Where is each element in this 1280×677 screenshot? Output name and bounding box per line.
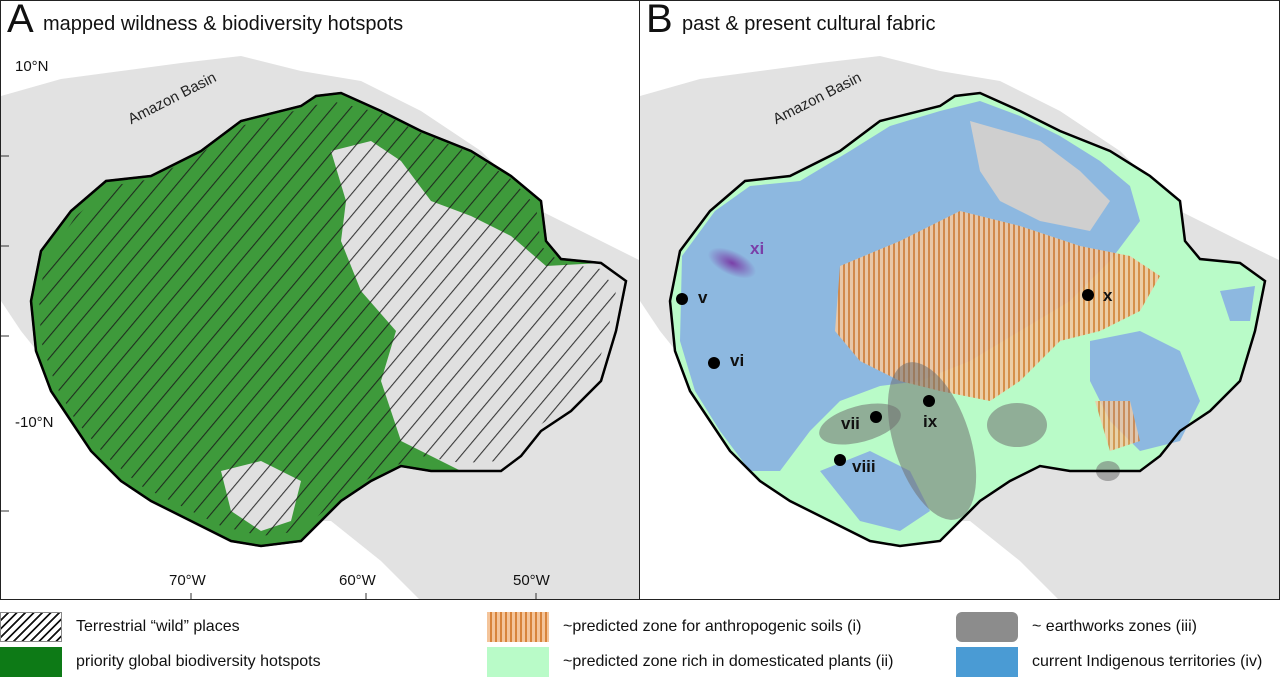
panel-b-map: B past & present cultural fabric Amazon … [639, 0, 1280, 600]
panel-b-title: past & present cultural fabric [682, 13, 936, 35]
earthworks-zone-ix [887, 362, 977, 520]
site-viii-marker [834, 454, 846, 466]
legend-indigenous-label: current Indigenous territories (iv) [1032, 653, 1263, 670]
graticule-ticks [1, 155, 537, 599]
legend-earthworks: ~ earthworks zones (iii) [956, 612, 1197, 642]
hotspot-swatch [0, 647, 62, 677]
panel-b-svg [640, 56, 1279, 599]
indigenous-swatch [956, 647, 1018, 677]
legend-hotspots-label: priority global biodiversity hotspots [76, 653, 321, 670]
legend-domesticated-label: ~predicted zone rich in domesticated pla… [563, 653, 894, 670]
site-vii-label: vii [841, 414, 860, 433]
basin-outline [29, 91, 628, 548]
site-vi-label: vi [730, 351, 745, 370]
indigenous-far-east [1220, 286, 1255, 321]
lon-label-50w: 50°W [513, 572, 550, 589]
legend-hotspots: priority global biodiversity hotspots [0, 647, 321, 677]
legend-earthworks-label: ~ earthworks zones (iii) [1032, 618, 1197, 635]
panel-a-title: mapped wildness & biodiversity hotspots [43, 13, 404, 35]
panel-a-letter: A [7, 0, 34, 41]
legend-wild-label: Terrestrial “wild” places [76, 618, 240, 635]
legend-indigenous: current Indigenous territories (iv) [956, 647, 1262, 677]
anthropogenic-soils-edge [1095, 401, 1140, 451]
site-vii-marker [870, 411, 882, 423]
legend-soils: ~predicted zone for anthropogenic soils … [487, 612, 861, 642]
earthworks-zone-east [987, 403, 1047, 447]
site-viii-label: viii [852, 457, 876, 476]
site-xi-glow [707, 247, 757, 279]
legend-soils-label: ~predicted zone for anthropogenic soils … [563, 618, 862, 635]
site-x-marker [1082, 289, 1094, 301]
wild-hatch-swatch [0, 612, 62, 642]
site-v-marker [676, 293, 688, 305]
domesticated-swatch [487, 647, 549, 677]
site-ix-label: ix [923, 412, 938, 431]
site-v-label: v [698, 288, 708, 307]
site-ix-marker [923, 395, 935, 407]
panel-a-map: A mapped wildness & biodiversity hotspot… [0, 0, 640, 600]
panel-b-letter: B [646, 0, 673, 41]
lon-label-60w: 60°W [339, 572, 376, 589]
basin-outline-b [668, 91, 1267, 548]
unprotected-interior [970, 121, 1110, 231]
site-vi-marker [708, 357, 720, 369]
lon-label-70w: 70°W [169, 572, 206, 589]
earthworks-swatch [956, 612, 1018, 642]
legend: Terrestrial “wild” places priority globa… [0, 600, 1280, 677]
panel-a-svg [1, 56, 639, 599]
lat-label-10n: 10°N [15, 58, 49, 75]
legend-domesticated: ~predicted zone rich in domesticated pla… [487, 647, 893, 677]
indigenous-south [820, 451, 930, 531]
anthropogenic-soils-zone [835, 211, 1160, 401]
wild-places-hatch [39, 101, 616, 536]
lat-label-10s: -10°N [15, 414, 54, 431]
site-xi-label: xi [750, 239, 765, 258]
soils-swatch [487, 612, 549, 642]
legend-wild: Terrestrial “wild” places [0, 612, 240, 642]
site-x-label: x [1103, 286, 1113, 305]
